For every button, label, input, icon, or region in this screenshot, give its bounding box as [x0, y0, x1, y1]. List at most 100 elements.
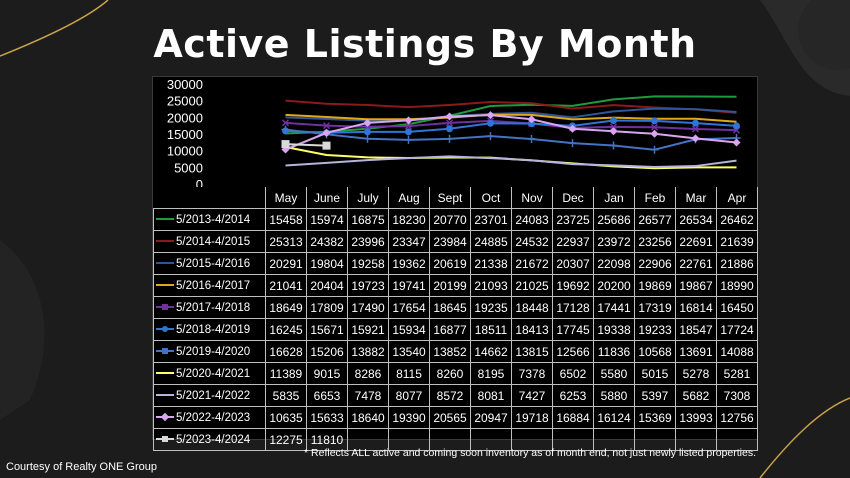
value-cell: 12275 — [265, 428, 307, 451]
month-header: Sept — [429, 187, 471, 209]
value-cell: 22906 — [634, 252, 676, 275]
month-header: Apr — [716, 187, 758, 209]
value-cell: 8077 — [388, 384, 430, 407]
series-point — [322, 122, 331, 130]
value-cell: 13691 — [675, 340, 717, 363]
value-cell: 21886 — [716, 252, 758, 275]
value-cell: 5880 — [593, 384, 635, 407]
series-line — [285, 107, 737, 122]
series-name: 5/2018-4/2019 — [176, 323, 251, 336]
y-tick-label: 15000 — [167, 127, 203, 142]
series-name: 5/2016-4/2017 — [176, 279, 251, 292]
table-row: 5/2018-4/2019 16245 15671 15921 15934 16877 18… — [153, 318, 758, 341]
value-cell: 17319 — [634, 296, 676, 319]
value-cell: 17654 — [388, 296, 430, 319]
value-cell: 8260 — [429, 362, 471, 385]
series-line — [285, 95, 737, 135]
series-name: 5/2017-4/2018 — [176, 301, 251, 314]
series-line — [285, 113, 737, 123]
series-point — [281, 119, 290, 127]
month-header: May — [265, 187, 307, 209]
dark-blob-bottom-left — [0, 240, 45, 420]
series-layer — [281, 95, 741, 170]
series-label: 5/2018-4/2019 — [153, 318, 266, 341]
value-cell: 13993 — [675, 406, 717, 429]
value-cell: 23725 — [552, 208, 594, 231]
value-cell: 18640 — [347, 406, 389, 429]
value-cell: 20291 — [265, 252, 307, 275]
series-point — [281, 125, 290, 134]
value-cell: 19362 — [388, 252, 430, 275]
chart-panel: 30000 25000 20000 15000 10000 5000 0 May June Ju… — [152, 76, 758, 451]
value-cell: 16124 — [593, 406, 635, 429]
series-point — [609, 127, 618, 136]
series-point — [445, 119, 454, 127]
value-cell: 18448 — [511, 296, 553, 319]
y-tick-label: 20000 — [167, 110, 203, 125]
value-cell: 5835 — [265, 384, 307, 407]
value-cell: 7308 — [716, 384, 758, 407]
series-name: 5/2014-4/2015 — [176, 235, 251, 248]
value-cell: 26462 — [716, 208, 758, 231]
credit-text: Courtesy of Realty ONE Group — [6, 461, 158, 473]
value-cell: 19338 — [593, 318, 635, 341]
series-point — [405, 128, 412, 136]
value-cell: 17128 — [552, 296, 594, 319]
series-point — [650, 145, 659, 154]
legend-key-icon — [156, 324, 174, 334]
value-cell: 23996 — [347, 230, 389, 253]
series-point — [733, 122, 740, 130]
value-cell: 17745 — [552, 318, 594, 341]
value-cell: 21025 — [511, 274, 553, 297]
value-cell: 5397 — [634, 384, 676, 407]
value-cell: 13852 — [429, 340, 471, 363]
value-cell: 22098 — [593, 252, 635, 275]
value-cell: 22691 — [675, 230, 717, 253]
legend-key-icon — [156, 412, 174, 422]
value-cell: 23347 — [388, 230, 430, 253]
value-cell: 24382 — [306, 230, 348, 253]
series-label: 5/2023-4/2024 — [153, 428, 266, 451]
series-point — [404, 122, 413, 130]
table-row: 5/2016-4/2017 21041 20404 19723 19741 20199 21… — [153, 274, 758, 297]
series-label: 5/2013-4/2014 — [153, 208, 266, 231]
month-header: Aug — [388, 187, 430, 209]
value-cell: 15458 — [265, 208, 307, 231]
value-cell: 8081 — [470, 384, 512, 407]
series-point — [650, 129, 659, 138]
series-label: 5/2019-4/2020 — [153, 340, 266, 363]
value-cell: 15633 — [306, 406, 348, 429]
value-cell: 17809 — [306, 296, 348, 319]
series-point — [651, 117, 658, 125]
value-cell: 19804 — [306, 252, 348, 275]
series-point — [364, 128, 371, 136]
data-table: May June July Aug Sept Oct Nov Dec Jan Feb Mar Apr … — [153, 187, 758, 451]
series-point — [650, 123, 659, 131]
value-cell: 20307 — [552, 252, 594, 275]
value-cell: 23984 — [429, 230, 471, 253]
y-tick-label: 10000 — [167, 144, 203, 159]
series-point — [445, 134, 454, 143]
value-cell: 19718 — [511, 406, 553, 429]
value-cell: 20199 — [429, 274, 471, 297]
table-row: 5/2019-4/2020 16628 15206 13882 13540 13852 14… — [153, 340, 758, 363]
value-cell: 20565 — [429, 406, 471, 429]
series-point — [486, 132, 495, 141]
value-cell: 21672 — [511, 252, 553, 275]
y-tick-label: 30000 — [167, 77, 203, 92]
series-point — [528, 120, 535, 128]
month-header: Dec — [552, 187, 594, 209]
value-cell: 10635 — [265, 406, 307, 429]
value-cell: 8572 — [429, 384, 471, 407]
value-cell: 19723 — [347, 274, 389, 297]
series-point — [363, 134, 372, 143]
value-cell: 15921 — [347, 318, 389, 341]
series-point — [568, 124, 577, 133]
series-point — [404, 135, 413, 144]
legend-key-icon — [156, 434, 174, 444]
legend-key-icon — [156, 236, 174, 246]
value-cell: 7378 — [511, 362, 553, 385]
table-row: 5/2023-4/2024 12275 11810 — [153, 428, 758, 451]
